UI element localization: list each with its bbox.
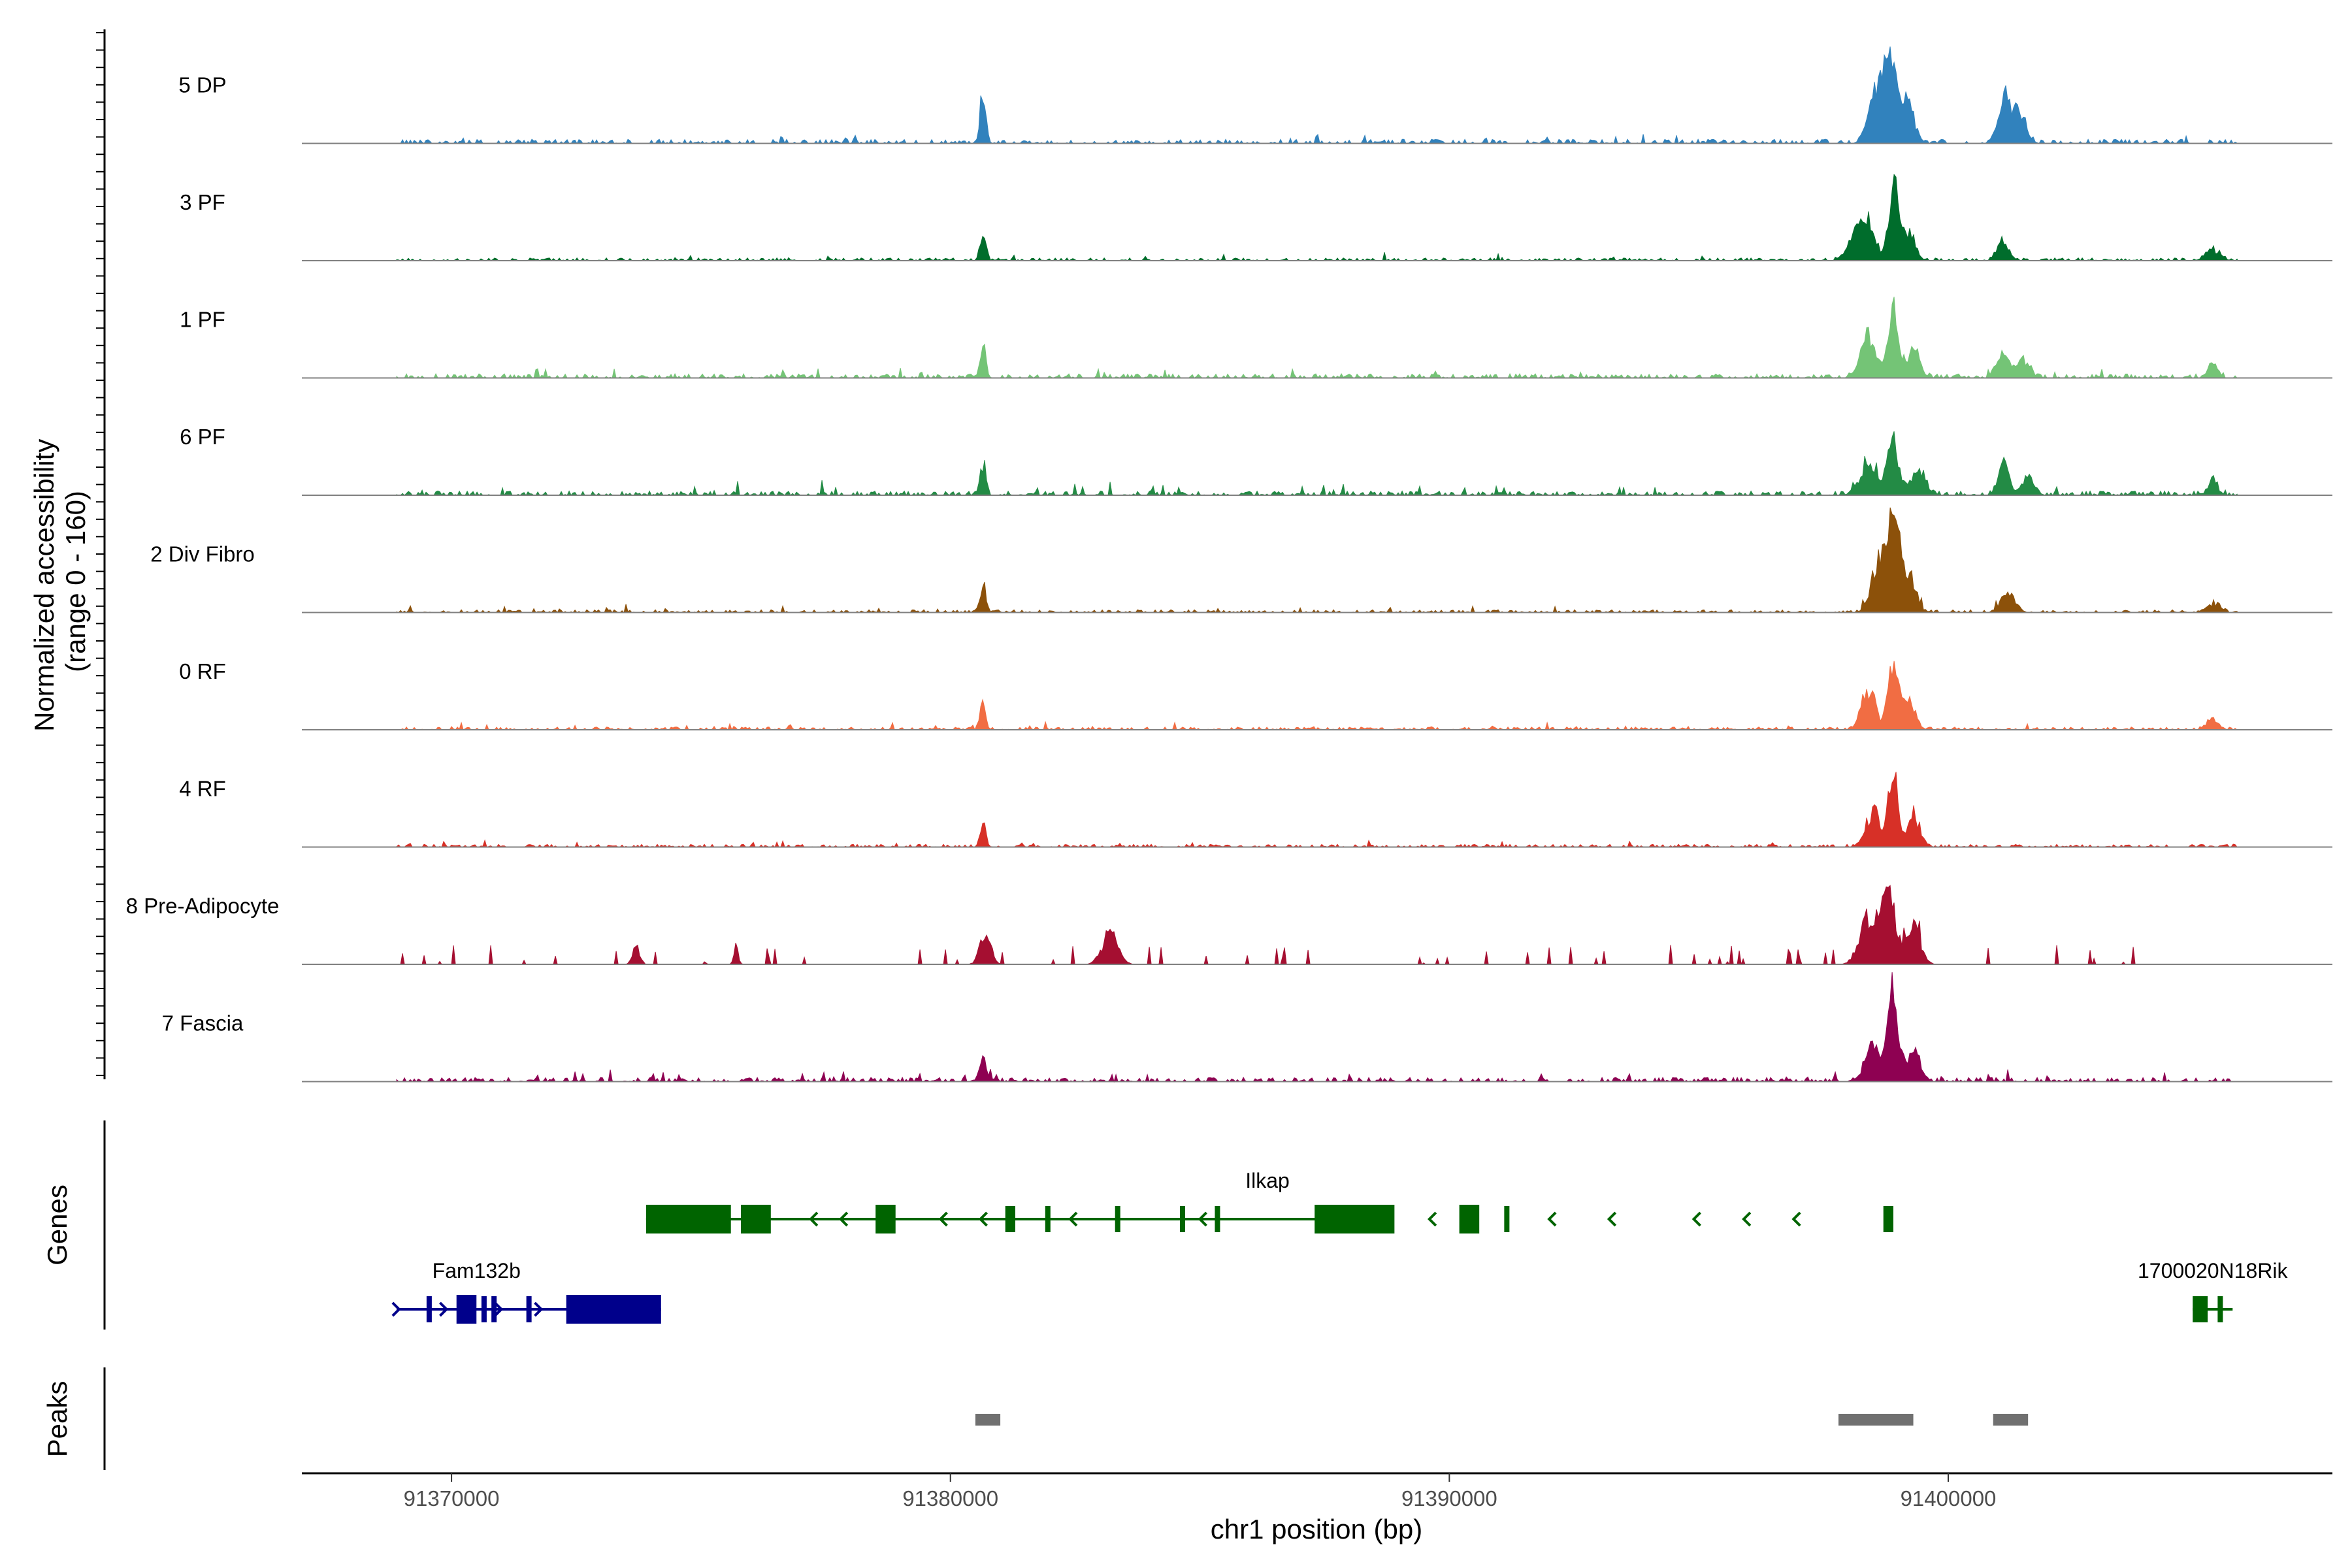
strand-arrow-icon	[1427, 1211, 1437, 1227]
track-label: 8 Pre-Adipocyte	[126, 894, 280, 918]
strand-arrow-icon	[809, 1211, 819, 1227]
coverage-tracks: 5 DP 3 PF 1 PF 6 PF 2 Div Fibro 0 RF 4 RF 8 Pre…	[126, 46, 2332, 1083]
gene-exon	[491, 1296, 497, 1322]
y-axis-title-line-1: Normalized accessibility	[29, 439, 59, 732]
track-label: 6 PF	[180, 425, 225, 449]
strand-arrow-icon	[1691, 1211, 1701, 1227]
coverage-area	[397, 885, 2238, 966]
track-8-pre-adipocyte: 8 Pre-Adipocyte	[126, 885, 2332, 966]
track-label: 2 Div Fibro	[150, 542, 255, 566]
track-label: 5 DP	[178, 73, 226, 97]
peak-region	[1993, 1414, 2029, 1426]
strand-arrow-icon	[391, 1301, 401, 1317]
track-4-rf: 4 RF	[179, 772, 2332, 848]
track-2-div-fibro: 2 Div Fibro	[150, 507, 2332, 613]
gene-exon	[1180, 1206, 1185, 1232]
gene-exon	[481, 1296, 487, 1322]
strand-arrow-icon	[978, 1211, 988, 1227]
gene-exon	[741, 1205, 771, 1233]
genomic-x-axis: 91370000 91380000 91390000 91400000	[302, 1472, 2332, 1511]
strand-arrow-icon	[494, 1301, 504, 1317]
track-label: 7 Fascia	[162, 1011, 244, 1036]
y-axis-title: Normalized accessibility (range 0 - 160)	[29, 431, 91, 732]
gene-exon	[566, 1295, 661, 1324]
gene-fam132b: Fam132b	[391, 1259, 661, 1324]
gene-exon	[526, 1296, 532, 1322]
coverage-area	[396, 972, 2238, 1083]
gene-exon	[1215, 1206, 1220, 1232]
x-tick-label: 91400000	[1901, 1486, 1997, 1511]
gene-label: 1700020N18Rik	[2138, 1259, 2289, 1282]
gene-exon	[2193, 1296, 2208, 1322]
gene-exon	[1045, 1206, 1051, 1232]
x-tick-label: 91390000	[1401, 1486, 1497, 1511]
gene-ilkap: Ilkap	[645, 1169, 1893, 1233]
y-axis-title-line-2: (range 0 - 160)	[60, 491, 91, 672]
coverage-y-axis	[96, 29, 106, 1079]
strand-arrow-icon	[1742, 1211, 1752, 1227]
strand-arrow-icon	[1607, 1211, 1617, 1227]
genes-panel-title: Genes	[42, 1184, 73, 1266]
gene-exon	[2217, 1296, 2223, 1322]
x-tick-label: 91380000	[902, 1486, 998, 1511]
track-7-fascia: 7 Fascia	[162, 972, 2332, 1083]
gene-exon	[1459, 1205, 1480, 1233]
gene-exon	[645, 1205, 731, 1233]
gene-exon	[875, 1205, 896, 1233]
track-label: 0 RF	[179, 659, 226, 683]
x-tick-label: 91370000	[404, 1486, 500, 1511]
peak-regions	[975, 1414, 2029, 1426]
coverage-area	[396, 297, 2238, 379]
coverage-area	[396, 772, 2238, 848]
peaks-panel-title: Peaks	[42, 1381, 73, 1458]
peak-region	[975, 1414, 1001, 1426]
gene-annotations: Ilkap Fam132b 1700020N18Rik	[391, 1169, 2289, 1324]
strand-arrow-icon	[1547, 1211, 1557, 1227]
gene-exon	[1315, 1205, 1395, 1233]
track-0-rf: 0 RF	[179, 659, 2332, 731]
strand-arrow-icon	[1198, 1211, 1207, 1227]
gene-exon	[1005, 1206, 1015, 1232]
track-label: 4 RF	[179, 777, 226, 801]
peak-region	[1838, 1414, 1914, 1426]
strand-arrow-icon	[938, 1211, 948, 1227]
coverage-area	[396, 507, 2238, 613]
coverage-area	[396, 173, 2238, 262]
track-5-dp: 5 DP	[178, 46, 2332, 144]
x-axis-title: chr1 position (bp)	[1211, 1514, 1423, 1544]
gene-1700020n18rik: 1700020N18Rik	[2138, 1259, 2289, 1322]
track-6-pf: 6 PF	[180, 425, 2332, 497]
gene-exon	[456, 1295, 477, 1324]
track-1-pf: 1 PF	[180, 297, 2332, 379]
gene-label: Fam132b	[433, 1259, 521, 1282]
strand-arrow-icon	[838, 1211, 849, 1227]
strand-arrow-icon	[1068, 1211, 1078, 1227]
coverage-area	[397, 46, 2239, 144]
gene-exon	[1504, 1206, 1510, 1232]
gene-exon	[1115, 1206, 1120, 1232]
strand-arrow-icon	[1791, 1211, 1801, 1227]
gene-label: Ilkap	[1245, 1169, 1290, 1192]
strand-arrow-icon	[439, 1301, 449, 1317]
track-label: 1 PF	[180, 308, 225, 332]
coverage-area	[397, 661, 2238, 731]
track-3-pf: 3 PF	[180, 173, 2332, 262]
coverage-area	[396, 431, 2238, 497]
track-label: 3 PF	[180, 190, 225, 214]
strand-arrow-icon	[534, 1301, 544, 1317]
gene-exon	[426, 1296, 432, 1322]
gene-exon	[1883, 1206, 1893, 1232]
